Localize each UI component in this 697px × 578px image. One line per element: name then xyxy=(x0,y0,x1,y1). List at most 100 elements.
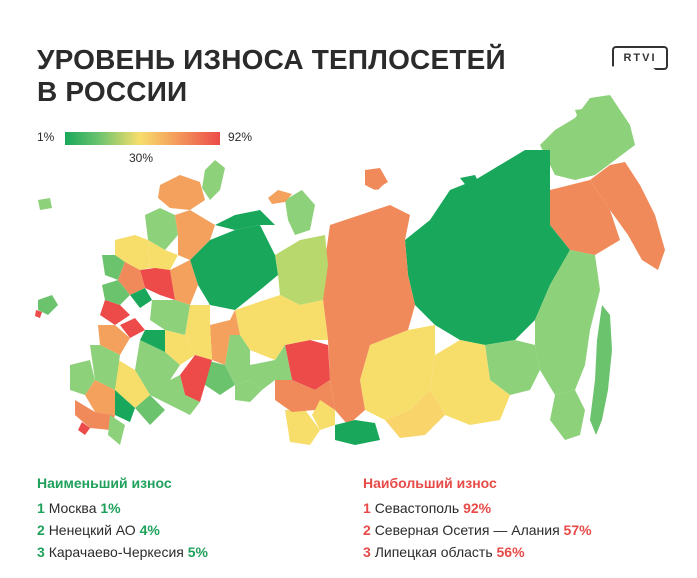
region-khabarovsk xyxy=(535,250,600,395)
region-severnaya-zemlya xyxy=(365,170,386,190)
region-pskov xyxy=(102,255,125,280)
region-omsk xyxy=(250,345,292,390)
rank-number: 1 xyxy=(37,500,45,516)
region-irkutsk xyxy=(360,325,435,420)
list-item: 3 Карачаево-Черкесия 5% xyxy=(37,544,208,561)
region-yamal-peninsula xyxy=(285,190,315,235)
region-tyva xyxy=(335,420,380,445)
list-item: 1 Севастополь 92% xyxy=(363,500,592,517)
region-north-caucasus xyxy=(75,400,115,430)
region-novaya-zemlya xyxy=(202,160,225,200)
wear-value: 92% xyxy=(463,500,492,516)
region-tatarstan xyxy=(165,330,195,365)
list-item: 1 Москва 1% xyxy=(37,500,208,517)
highest-wear-list: Наибольший износ 1 Севастополь 92% 2 Сев… xyxy=(363,475,592,566)
title-line-1: УРОВЕНЬ ИЗНОСА ТЕПЛОСЕТЕЙ xyxy=(37,44,506,75)
region-khmao xyxy=(235,295,328,360)
region-tyumen xyxy=(225,335,250,385)
region-bashkortostan xyxy=(180,355,212,402)
rank-number: 2 xyxy=(37,522,45,538)
title-line-2: В РОССИИ xyxy=(37,76,188,107)
lowest-wear-title: Наименьший износ xyxy=(37,475,172,491)
region-penza xyxy=(140,330,165,352)
region-north-ossetia xyxy=(78,422,90,435)
region-khakassia xyxy=(312,400,335,430)
region-sakhalin xyxy=(590,305,612,435)
region-leningrad xyxy=(115,235,150,270)
rank-number: 3 xyxy=(37,544,45,560)
region-novosibirsk xyxy=(275,380,315,412)
region-perm xyxy=(185,305,212,360)
region-kostroma xyxy=(140,268,175,300)
region-franz-josef xyxy=(268,190,292,204)
russia-choropleth-map xyxy=(35,95,665,445)
region-kamchatka xyxy=(590,162,665,270)
region-kemerovo xyxy=(315,380,335,410)
region-vologda xyxy=(148,240,178,270)
region-wrangel-island xyxy=(575,108,592,118)
list-item: 3 Липецкая область 56% xyxy=(363,544,592,561)
wear-value: 5% xyxy=(187,544,208,560)
region-name: Москва xyxy=(48,500,97,516)
region-murmansk xyxy=(158,175,205,210)
region-name: Карачаево-Черкесия xyxy=(48,544,184,560)
region-yakutia xyxy=(405,150,570,345)
rank-number: 3 xyxy=(363,544,371,560)
lowest-wear-list: Наименьший износ 1 Москва 1% 2 Ненецкий … xyxy=(37,475,208,566)
region-tomsk xyxy=(285,340,330,390)
region-primorye xyxy=(550,390,585,440)
list-item: 2 Ненецкий АО 4% xyxy=(37,522,208,539)
list-item: 2 Северная Осетия — Алания 57% xyxy=(363,522,592,539)
region-buryatia xyxy=(385,390,445,438)
region-volgograd xyxy=(110,355,150,408)
region-krasnodar xyxy=(70,360,95,395)
region-dagestan xyxy=(108,415,125,445)
region-rostov xyxy=(90,345,120,390)
region-kurgan xyxy=(235,380,262,402)
region-kaliningrad xyxy=(38,198,52,210)
region-magadan xyxy=(550,180,620,255)
highest-wear-title: Наибольший износ xyxy=(363,475,497,491)
region-name: Липецкая область xyxy=(374,544,493,560)
region-orenburg xyxy=(170,375,200,415)
wear-value: 56% xyxy=(496,544,525,560)
region-sevastopol xyxy=(35,310,42,318)
region-yamal xyxy=(275,235,328,305)
region-komi xyxy=(190,225,278,310)
region-smolensk xyxy=(102,280,130,305)
region-nenets xyxy=(215,210,275,230)
rank-number: 1 xyxy=(363,500,371,516)
region-arkhangelsk xyxy=(175,210,215,260)
wear-value: 57% xyxy=(563,522,592,538)
region-chukotka xyxy=(540,95,635,180)
legend-min-label: 1% xyxy=(37,130,55,144)
region-zabaykalsky xyxy=(430,340,510,425)
legend-mid-label: 30% xyxy=(129,151,154,165)
region-nizhny xyxy=(150,300,190,335)
region-chelyabinsk xyxy=(205,360,235,395)
region-altai xyxy=(285,410,320,445)
region-amur xyxy=(485,340,540,395)
region-krasnoyarsk xyxy=(323,205,415,425)
region-astrakhan xyxy=(135,395,165,425)
region-kaluga-tula xyxy=(100,300,130,325)
region-name: Северная Осетия — Алания xyxy=(374,522,560,538)
region-moscow xyxy=(130,288,152,308)
region-name: Севастополь xyxy=(374,500,460,516)
rank-number: 2 xyxy=(363,522,371,538)
page-title: УРОВЕНЬ ИЗНОСА ТЕПЛОСЕТЕЙ В РОССИИ xyxy=(37,44,506,108)
region-name: Ненецкий АО xyxy=(48,522,136,538)
region-lipetsk xyxy=(120,318,145,338)
region-sverdlovsk xyxy=(210,310,240,365)
region-karelia xyxy=(145,208,178,250)
region-kirov xyxy=(170,260,198,305)
region-tver xyxy=(118,262,145,295)
legend-gradient-bar xyxy=(65,132,220,145)
region-kalmykia xyxy=(115,390,135,422)
region-crimea xyxy=(38,295,58,315)
region-voronezh xyxy=(98,325,130,355)
wear-value: 4% xyxy=(139,522,160,538)
wear-value: 1% xyxy=(100,500,121,516)
region-stavropol xyxy=(85,380,115,415)
region-novosibirsk-islands xyxy=(460,175,480,188)
